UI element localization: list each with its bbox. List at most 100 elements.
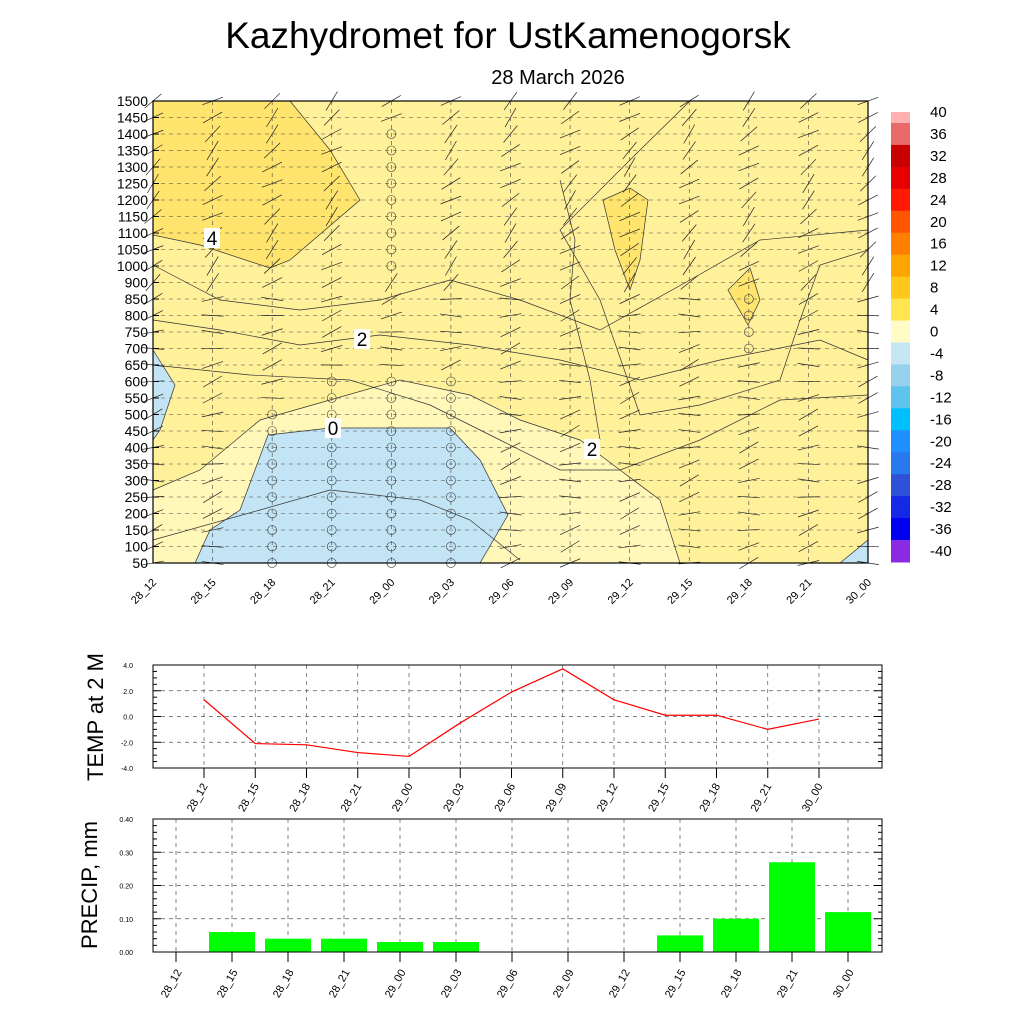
wind-barb (262, 359, 282, 371)
wind-barb (559, 478, 582, 483)
wind-barb (500, 326, 521, 338)
calm-wind-circle (267, 508, 277, 519)
y-tick-label: 50 (132, 555, 148, 571)
wind-barb (201, 411, 224, 418)
wind-barb (742, 206, 755, 227)
contour-label: 4 (207, 229, 218, 250)
precip-ylabel: PRECIP, mm (77, 821, 102, 949)
colorbar-swatch (891, 254, 910, 278)
temp-frame (152, 664, 883, 769)
temp-x-tick-label: 28_18 (287, 782, 313, 814)
y-tick-label: 1400 (117, 126, 148, 142)
fill-region-4-6-small (727, 267, 761, 326)
colorbar-label: 32 (930, 148, 947, 165)
y-tick-label: 250 (125, 489, 149, 505)
wind-barb (737, 477, 760, 484)
colorbar-label: -24 (930, 455, 952, 472)
calm-wind-circle (386, 393, 397, 403)
calm-wind-circle (386, 426, 397, 436)
wind-barb (444, 240, 458, 259)
colorbar-swatch (891, 210, 910, 234)
temp-x-tick-label: 28_21 (339, 782, 365, 814)
wind-barb (499, 495, 522, 499)
temp-ylabel: TEMP at 2 M (83, 653, 108, 781)
calm-wind-circle (326, 508, 337, 519)
x-tick-label: 28_18 (248, 577, 278, 607)
wind-barb (560, 110, 580, 125)
x-tick-label: 29_09 (546, 577, 576, 607)
wind-barb (798, 293, 819, 305)
wind-barb (563, 174, 577, 193)
precip-bar (377, 942, 423, 952)
precip-bar (769, 862, 815, 952)
temp-x-tick-label: 29_15 (646, 782, 672, 814)
wind-barb (798, 408, 819, 421)
x-tick-label: 28_21 (308, 577, 338, 607)
wind-barb (501, 192, 520, 208)
wind-barb (201, 429, 224, 433)
calm-wind-circle (446, 525, 456, 535)
x-tick-label: 29_06 (487, 577, 517, 607)
wind-barb (800, 274, 817, 291)
contour-line (152, 319, 869, 381)
wind-barb (618, 346, 641, 351)
wind-barb (322, 326, 342, 338)
precip-x-tick-label: 29_09 (551, 968, 577, 1000)
wind-barb (683, 124, 696, 144)
wind-barb (202, 212, 224, 221)
wind-barb (680, 159, 699, 175)
wind-barb (559, 442, 581, 453)
wind-barb (740, 126, 758, 142)
colorbar-label: 40 (930, 104, 947, 121)
y-tick-label: 1150 (118, 209, 148, 225)
colorbar-label: 8 (930, 280, 938, 297)
wind-barb (499, 428, 522, 434)
x-tick-label: 28_12 (129, 577, 159, 607)
calm-wind-circle (386, 459, 397, 469)
wind-barb (206, 273, 219, 292)
chart-title: Kazhydromet for UstKamenogorsk (225, 15, 791, 56)
wind-barb (321, 128, 342, 140)
chart-subtitle: 28 March 2026 (491, 67, 624, 89)
colorbar-label: -4 (930, 345, 943, 362)
wind-barb (503, 125, 518, 143)
colorbar-swatch (891, 408, 910, 431)
calm-wind-circle (326, 525, 337, 535)
wind-barb (204, 175, 222, 192)
wind-barb (262, 277, 283, 288)
contour-label-bg (325, 418, 341, 438)
wind-barb (737, 396, 760, 400)
wind-barb (561, 275, 580, 290)
wind-barb (500, 278, 521, 287)
wind-barb (443, 273, 459, 292)
wind-barb (500, 360, 521, 370)
wind-barb (499, 380, 522, 383)
wind-barb (500, 342, 521, 355)
calm-wind-circle (446, 508, 456, 519)
wind-barb (559, 379, 582, 384)
wind-barb (678, 429, 701, 433)
wind-barb (560, 160, 580, 174)
wind-barb (797, 478, 820, 483)
calm-wind-circle (446, 459, 456, 469)
wind-barb (681, 108, 697, 127)
calm-wind-circle (386, 442, 397, 453)
precip-y-tick-label: 0.30 (119, 850, 133, 857)
temp-line (203, 668, 820, 758)
wind-barb (737, 413, 760, 416)
wind-barb (737, 529, 760, 531)
wind-barb (739, 177, 759, 190)
precip-x-tick-label: 29_18 (719, 968, 745, 1000)
wind-barb (202, 392, 223, 404)
y-tick-label: 1300 (117, 159, 148, 175)
calm-wind-circle (386, 228, 397, 238)
x-tick-label: 29_18 (725, 577, 755, 607)
colorbar-label: 0 (930, 324, 938, 341)
wind-barb (797, 245, 819, 254)
wind-barb (798, 227, 819, 239)
wind-barb (619, 294, 640, 304)
wind-barb (560, 424, 580, 438)
wind-barb (439, 298, 462, 300)
precip-bar (321, 938, 367, 952)
